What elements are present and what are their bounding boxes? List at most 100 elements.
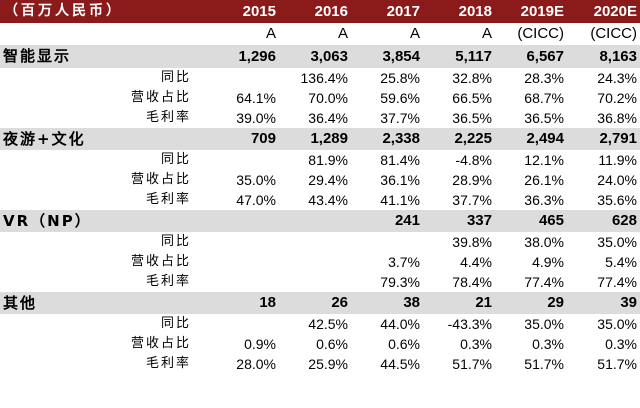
segment-value: 1,289 (279, 128, 351, 150)
segment-row: 智能显示 1,296 3,063 3,854 5,117 6,567 8,163 (0, 45, 640, 68)
metric-value (207, 68, 279, 88)
segment-value: 6,567 (495, 45, 567, 68)
segment-value: 465 (495, 210, 567, 232)
metric-value: 36.1% (380, 172, 420, 188)
segment-value: 241 (351, 210, 423, 232)
segment-value: 39 (567, 292, 640, 314)
metric-label: 毛利率 (145, 110, 191, 125)
metric-row: 同比 42.5% 44.0% -43.3% 35.0% 35.0% (0, 314, 640, 334)
metric-value: 51.7% (597, 356, 637, 372)
metric-row: 同比 136.4% 25.8% 32.8% 28.3% 24.3% (0, 68, 640, 88)
metric-value: 25.9% (308, 356, 348, 372)
metric-value: 26.1% (524, 172, 564, 188)
metric-label: 营收占比 (130, 254, 191, 269)
segment-name: VR（NP） (0, 210, 207, 232)
metric-value: 11.9% (598, 152, 637, 168)
metric-row: 营收占比 64.1% 70.0% 59.6% 66.5% 68.7% 70.2% (0, 88, 640, 108)
metric-value: 44.5% (380, 356, 420, 372)
metric-value (207, 272, 279, 292)
metric-label: 同比 (160, 316, 191, 331)
metric-label: 同比 (160, 70, 191, 85)
metric-value (351, 232, 423, 252)
metric-row: 同比 39.8% 38.0% 35.0% (0, 232, 640, 252)
metric-value: 24.0% (597, 172, 637, 188)
year-2016: 2016 (279, 0, 351, 23)
metric-value: 37.7% (380, 110, 420, 126)
metric-value: 59.6% (380, 90, 420, 106)
metric-row: 营收占比 35.0% 29.4% 36.1% 28.9% 26.1% 24.0% (0, 170, 640, 190)
segment-name: 夜游+文化 (0, 128, 207, 150)
metric-value: 41.1% (380, 192, 420, 208)
metric-value: 4.9% (532, 254, 564, 270)
segment-row: 其他 18 26 38 21 29 39 (0, 292, 640, 314)
metric-value: 81.9% (308, 152, 348, 168)
segment-row: VR（NP） 241 337 465 628 (0, 210, 640, 232)
metric-value: 12.1% (524, 152, 564, 168)
metric-value: 39.0% (236, 110, 276, 126)
financial-table: （百万人民币） 2015 2016 2017 2018 2019E 2020E … (0, 0, 640, 374)
metric-value: 4.4% (460, 254, 492, 270)
segment-value: 29 (495, 292, 567, 314)
metric-value: 32.8% (452, 70, 492, 86)
metric-value: 77.4% (597, 274, 637, 290)
segment-value: 1,296 (207, 45, 279, 68)
metric-label: 营收占比 (130, 172, 191, 187)
source-row: A A A A (CICC) (CICC) (0, 23, 640, 45)
metric-row: 毛利率 28.0% 25.9% 44.5% 51.7% 51.7% 51.7% (0, 354, 640, 374)
metric-value: 3.7% (388, 254, 420, 270)
metric-value: 77.4% (524, 274, 564, 290)
segment-value: 3,063 (279, 45, 351, 68)
metric-row: 同比 81.9% 81.4% -4.8% 12.1% 11.9% (0, 150, 640, 170)
metric-value (207, 252, 279, 272)
source-label-empty (0, 23, 207, 45)
metric-value: 36.8% (597, 110, 637, 126)
metric-value: 29.4% (308, 172, 348, 188)
metric-value (207, 150, 279, 170)
metric-value: -4.8% (455, 152, 492, 168)
metric-value: 36.3% (524, 192, 564, 208)
header-row: （百万人民币） 2015 2016 2017 2018 2019E 2020E (0, 0, 640, 23)
segment-value: 2,494 (495, 128, 567, 150)
metric-value (207, 232, 279, 252)
segment-name: 智能显示 (0, 45, 207, 68)
metric-label: 同比 (160, 152, 191, 167)
metric-value: 38.0% (524, 234, 564, 250)
metric-row: 毛利率 47.0% 43.4% 41.1% 37.7% 36.3% 35.6% (0, 190, 640, 210)
year-2015: 2015 (207, 0, 279, 23)
metric-value (279, 232, 351, 252)
metric-row: 毛利率 39.0% 36.4% 37.7% 36.5% 36.5% 36.8% (0, 108, 640, 128)
segment-name: 其他 (0, 292, 207, 314)
source-2019e: (CICC) (517, 25, 564, 42)
metric-value: 35.0% (236, 172, 276, 188)
segment-value: 709 (207, 128, 279, 150)
segment-value: 8,163 (567, 45, 640, 68)
metric-value: 66.5% (452, 90, 492, 106)
segment-value: 628 (567, 210, 640, 232)
metric-value: 24.3% (597, 70, 637, 86)
segment-value: 2,791 (567, 128, 640, 150)
source-2015: A (265, 25, 276, 42)
metric-value: -43.3% (447, 316, 492, 332)
metric-label: 营收占比 (130, 90, 191, 105)
unit-label: （百万人民币） (0, 0, 207, 23)
metric-value: 35.0% (597, 316, 637, 332)
segment-value: 3,854 (351, 45, 423, 68)
metric-value: 0.6% (388, 336, 420, 352)
metric-value: 51.7% (524, 356, 564, 372)
segment-value (279, 210, 351, 232)
metric-value: 39.8% (452, 234, 492, 250)
year-2019e: 2019E (495, 0, 567, 23)
metric-value (207, 314, 279, 334)
metric-value: 42.5% (308, 316, 348, 332)
metric-value: 0.3% (460, 336, 492, 352)
metric-value: 0.3% (605, 336, 637, 352)
metric-value: 64.1% (236, 90, 276, 106)
metric-value: 136.4% (300, 70, 348, 86)
metric-label: 毛利率 (145, 356, 191, 371)
metric-value: 43.4% (308, 192, 348, 208)
source-2016: A (337, 25, 348, 42)
metric-row: 毛利率 79.3% 78.4% 77.4% 77.4% (0, 272, 640, 292)
metric-value: 28.3% (524, 70, 564, 86)
year-2020e: 2020E (567, 0, 640, 23)
metric-value: 70.0% (308, 90, 348, 106)
